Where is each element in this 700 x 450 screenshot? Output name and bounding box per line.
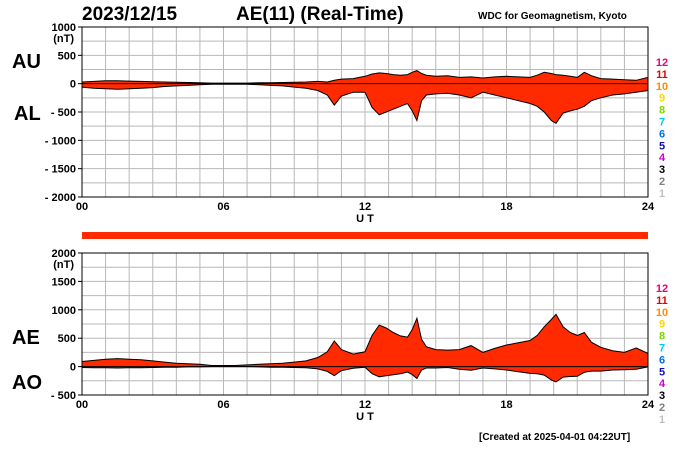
series-line-au (81, 70, 649, 84)
y-tick-label: 1000 (52, 22, 76, 34)
legend-item-10: 10 (656, 81, 668, 93)
y-tick-label: 1000 (52, 305, 76, 317)
legend-item-7: 7 (659, 117, 665, 129)
x-tick-label: 12 (359, 399, 371, 411)
x-axis-label: U T (356, 411, 374, 423)
legend-item-4: 4 (659, 152, 666, 164)
series-area-ae-ao (82, 314, 648, 382)
y-tick-label: 2000 (52, 248, 76, 260)
legend-item-3: 3 (659, 164, 665, 176)
x-tick-label: 12 (359, 201, 371, 213)
y-tick-label: - 500 (51, 390, 76, 402)
legend-item-12: 12 (656, 283, 668, 295)
y-tick-label: 500 (58, 333, 76, 345)
au-label: AU (12, 51, 41, 73)
x-tick-label: 24 (642, 201, 655, 213)
x-tick-label: 06 (217, 201, 229, 213)
legend-item-11: 11 (656, 295, 668, 307)
x-tick-label: 00 (76, 201, 88, 213)
ao-label: AO (12, 372, 42, 394)
y-tick-label: - 500 (51, 107, 76, 119)
legend-item-8: 8 (659, 105, 665, 117)
x-tick-label: 18 (500, 201, 512, 213)
legend-item-8: 8 (659, 331, 665, 343)
x-tick-label: 06 (217, 399, 229, 411)
x-tick-label: 24 (642, 399, 655, 411)
series-line-ae (81, 313, 649, 366)
legend-item-6: 6 (659, 128, 665, 140)
legend-item-3: 3 (659, 390, 665, 402)
legend-item-2: 2 (659, 176, 665, 188)
y-tick-label: - 1500 (45, 164, 76, 176)
x-tick-label: 00 (76, 399, 88, 411)
data-source: WDC for Geomagnetism, Kyoto (478, 11, 627, 22)
legend-item-10: 10 (656, 307, 668, 319)
chart-title: AE(11) (Real-Time) (236, 4, 404, 25)
panel-separator-bar (82, 232, 648, 239)
al-label: AL (14, 103, 41, 125)
series-line-al (81, 83, 649, 124)
legend-item-1: 1 (659, 414, 665, 426)
x-tick-label: 18 (500, 399, 512, 411)
y-unit-label: (nT) (53, 259, 74, 271)
legend-item-2: 2 (659, 402, 665, 414)
y-tick-label: 1500 (52, 276, 76, 288)
y-tick-label: 500 (58, 50, 76, 62)
legend-item-11: 11 (656, 69, 668, 81)
chart-date: 2023/12/15 (82, 4, 178, 25)
legend-item-12: 12 (656, 57, 668, 69)
ae-label: AE (12, 327, 40, 349)
y-tick-label: 0 (70, 79, 76, 91)
legend-item-7: 7 (659, 343, 665, 355)
legend-item-9: 9 (659, 319, 665, 331)
legend-item-1: 1 (659, 188, 665, 200)
legend-item-4: 4 (659, 378, 666, 390)
x-axis-label: U T (356, 213, 374, 225)
y-tick-label: 0 (70, 362, 76, 374)
y-tick-label: - 1000 (45, 135, 76, 147)
legend-item-9: 9 (659, 93, 665, 105)
legend-item-5: 5 (659, 366, 665, 378)
y-tick-label: - 2000 (45, 192, 76, 204)
y-unit-label: (nT) (53, 33, 74, 45)
legend-item-5: 5 (659, 140, 665, 152)
created-timestamp: [Created at 2025-04-01 04:22UT] (479, 432, 631, 443)
legend-item-6: 6 (659, 354, 665, 366)
plot-frame (81, 252, 649, 396)
